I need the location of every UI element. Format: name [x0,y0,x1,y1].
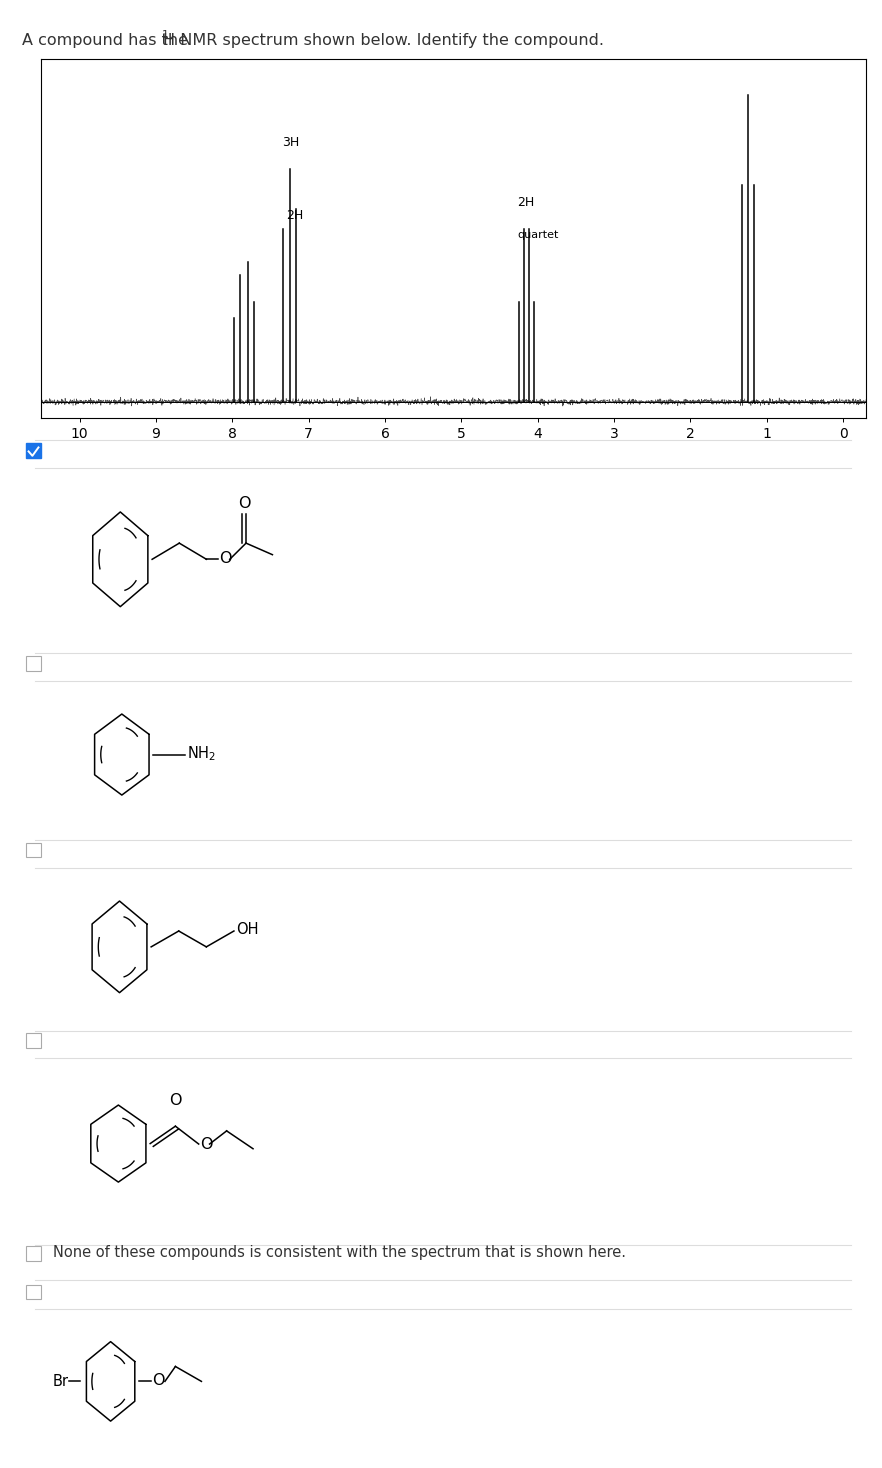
Text: 2H: 2H [286,208,303,222]
Text: A compound has the: A compound has the [22,32,193,48]
Text: OH: OH [236,922,258,938]
Text: O: O [238,496,250,511]
Text: Br: Br [52,1374,69,1389]
Text: 1: 1 [161,31,168,40]
Text: quartet: quartet [517,230,558,241]
Text: H NMR spectrum shown below. Identify the compound.: H NMR spectrum shown below. Identify the… [163,32,604,48]
Text: 2H: 2H [517,195,534,208]
Text: O: O [220,550,232,565]
Text: 3H: 3H [282,135,299,148]
Text: O: O [153,1373,165,1387]
Text: None of these compounds is consistent with the spectrum that is shown here.: None of these compounds is consistent wi… [53,1245,626,1260]
Text: NH$_2$: NH$_2$ [187,744,216,763]
Text: O: O [200,1138,213,1152]
Text: O: O [169,1094,182,1108]
